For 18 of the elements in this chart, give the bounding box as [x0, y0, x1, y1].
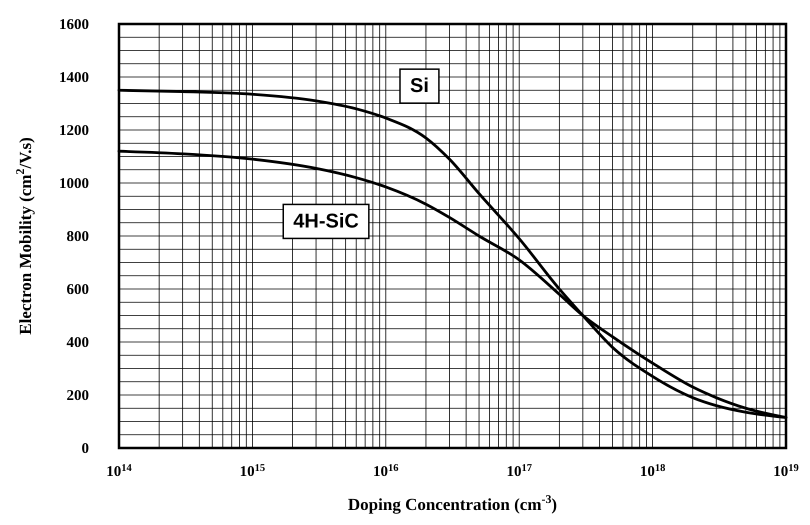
- x-tick-label: 10$^{15}$: [240, 462, 266, 480]
- y-tick-label: 1600: [59, 17, 89, 33]
- y-tick-label: 1400: [59, 70, 89, 86]
- x-tick-label: 10$^{19}$: [773, 462, 799, 480]
- series-label: 4H-SiC: [293, 210, 359, 232]
- x-tick-label: 10$^{14}$: [106, 462, 132, 480]
- y-tick-label: 1200: [59, 123, 89, 139]
- y-tick-label: 200: [66, 388, 89, 404]
- y-tick-label: 600: [66, 282, 89, 298]
- x-tick-label: 10$^{18}$: [640, 462, 666, 480]
- x-axis-title: Doping Concentration (cm$^{-3}$): [348, 492, 558, 514]
- y-tick-label: 800: [66, 229, 89, 245]
- series-label: Si: [410, 75, 429, 98]
- x-tick-label: 10$^{16}$: [373, 462, 399, 480]
- y-tick-label: 400: [66, 335, 89, 351]
- x-tick-label: 10$^{17}$: [506, 462, 532, 480]
- y-tick-label: 1000: [59, 176, 89, 192]
- y-tick-label: 0: [82, 441, 89, 457]
